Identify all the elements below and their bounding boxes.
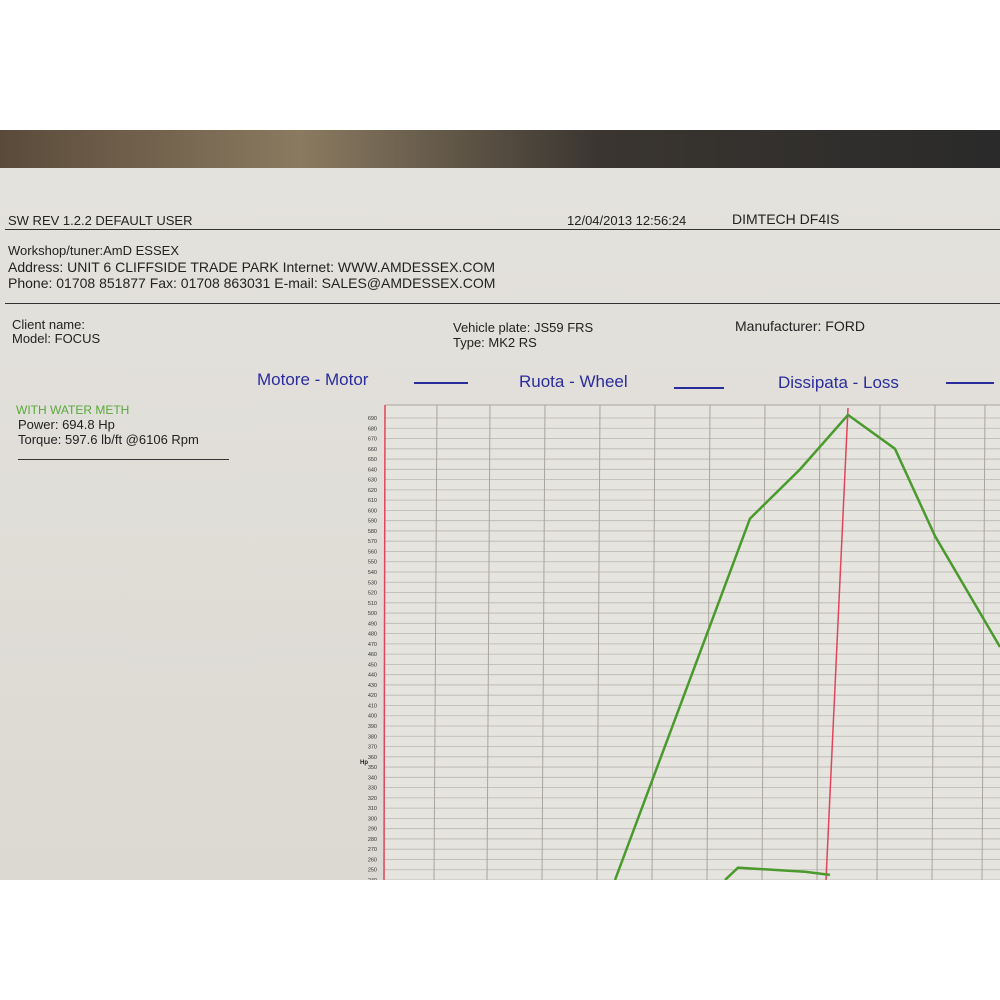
legend-loss: Dissipata - Loss [778, 373, 899, 392]
y-tick-label: 440 [368, 673, 377, 679]
y-axis-label: Hp [360, 760, 368, 766]
y-tick-label: 490 [368, 621, 377, 627]
manufacturer: Manufacturer: FORD [735, 318, 865, 334]
y-tick-label: 370 [368, 745, 377, 751]
gridline-v [931, 404, 936, 880]
y-tick-label: 650 [368, 457, 377, 463]
gridline-v [486, 404, 491, 880]
gridline-v [541, 404, 546, 880]
y-tick-label: 300 [368, 816, 377, 822]
power-value: Power: 694.8 Hp [18, 417, 115, 432]
legend-wheel-swatch [674, 387, 724, 389]
workshop-address: Address: UNIT 6 CLIFFSIDE TRADE PARK Int… [8, 259, 495, 275]
y-tick-label: 310 [368, 806, 377, 812]
y-tick-label: 620 [368, 488, 377, 494]
y-tick-label: 320 [368, 796, 377, 802]
legend-wheel: Ruota - Wheel [519, 372, 628, 391]
torque-value: Torque: 597.6 lb/ft @6106 Rpm [18, 432, 199, 447]
client-name: Client name: [12, 317, 85, 332]
divider [5, 229, 1000, 230]
run-note: WITH WATER METH [16, 403, 130, 417]
gridline-v [761, 404, 766, 880]
y-tick-label: 470 [368, 642, 377, 648]
y-axis-line [383, 404, 386, 880]
y-tick-label: 550 [368, 560, 377, 566]
y-tick-label: 670 [368, 437, 377, 443]
y-tick-label: 360 [368, 755, 377, 761]
model: Model: FOCUS [12, 331, 101, 346]
y-tick-label: 410 [368, 703, 377, 709]
legend-motor: Motore - Motor [257, 370, 369, 389]
gridline-v [981, 404, 986, 880]
gridline-v [876, 404, 881, 880]
y-tick-label: 510 [368, 601, 377, 607]
y-tick-label: 520 [368, 591, 377, 597]
y-tick-label: 680 [368, 426, 377, 432]
gridline-v [433, 404, 438, 880]
workshop-tuner: Workshop/tuner:AmD ESSEX [8, 243, 179, 258]
y-tick-label: 500 [368, 611, 377, 617]
y-tick-label: 420 [368, 693, 377, 699]
y-tick-label: 250 [368, 868, 377, 874]
divider [18, 459, 229, 460]
power-chart: 690 680 670 660 650 640 630 620 610 600 590 580 570 5… [360, 404, 1000, 880]
y-tick-label: 430 [368, 683, 377, 689]
gridline-v [596, 404, 601, 880]
y-tick-label: 600 [368, 508, 377, 514]
y-tick-label: 640 [368, 467, 377, 473]
y-tick-label: 570 [368, 539, 377, 545]
gridline-v [816, 404, 821, 880]
background-strip [0, 130, 1000, 170]
y-tick-label: 390 [368, 724, 377, 730]
y-tick-label: 280 [368, 837, 377, 843]
software-revision: SW REV 1.2.2 DEFAULT USER [8, 213, 193, 228]
y-tick-label: 540 [368, 570, 377, 576]
y-tick-label: 560 [368, 549, 377, 555]
y-tick-label: 290 [368, 827, 377, 833]
y-tick-label: 530 [368, 580, 377, 586]
y-tick-label: 260 [368, 857, 377, 863]
y-tick-label: 330 [368, 786, 377, 792]
y-tick-label: 270 [368, 847, 377, 853]
y-tick-label: 240 [368, 878, 377, 880]
y-tick-label: 480 [368, 632, 377, 638]
y-tick-label: 580 [368, 529, 377, 535]
y-tick-label: 610 [368, 498, 377, 504]
y-tick-label: 690 [368, 416, 377, 422]
legend-motor-swatch [414, 382, 468, 384]
gridline-v [706, 404, 711, 880]
legend-loss-swatch [946, 382, 994, 384]
y-tick-label: 400 [368, 714, 377, 720]
datetime: 12/04/2013 12:56:24 [567, 213, 687, 228]
y-tick-label: 630 [368, 478, 377, 484]
device-name: DIMTECH DF4IS [732, 211, 840, 227]
y-tick-label: 340 [368, 775, 377, 781]
y-tick-label: 450 [368, 662, 377, 668]
y-tick-label: 350 [368, 765, 377, 771]
y-tick-label: 380 [368, 734, 377, 740]
gridline-v [651, 404, 656, 880]
divider [5, 303, 1000, 304]
y-tick-label: 590 [368, 519, 377, 525]
vehicle-type: Type: MK2 RS [453, 335, 537, 350]
workshop-phone: Phone: 01708 851877 Fax: 01708 863031 E-… [8, 275, 496, 291]
vehicle-plate: Vehicle plate: JS59 FRS [453, 320, 594, 335]
y-tick-label: 660 [368, 447, 377, 453]
series-line [724, 866, 831, 880]
peak-marker-line [825, 407, 849, 880]
y-tick-label: 460 [368, 652, 377, 658]
